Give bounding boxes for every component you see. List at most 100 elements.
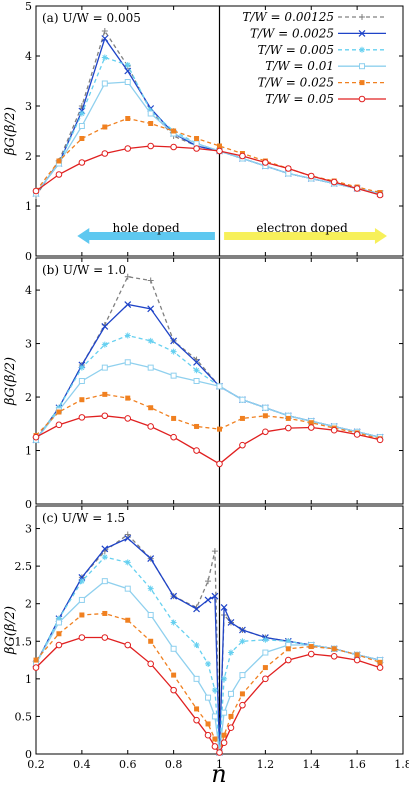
data-point <box>78 159 86 166</box>
data-point <box>239 672 246 679</box>
data-point <box>227 724 235 731</box>
data-point <box>220 739 228 747</box>
data-point <box>170 337 178 345</box>
data-point <box>101 150 109 157</box>
data-point <box>171 128 177 134</box>
data-point <box>193 716 200 724</box>
y-tick-label: 4 <box>25 284 32 297</box>
data-point <box>285 165 292 172</box>
data-point <box>170 372 177 379</box>
data-point <box>147 277 154 284</box>
panel-3: 0 0.5 1 1.5 2 2.5 3 0.2 0.4 0.6 0.8 1 1.2 1.4 1.6 1.8 βG… <box>3 505 409 771</box>
panel-label: (b) U/W = 1.0 <box>42 263 126 277</box>
data-point <box>78 364 85 371</box>
y-axis-label: βG(β/2) <box>3 357 18 406</box>
data-point <box>211 592 219 600</box>
y-tick-label: 2 <box>25 150 32 163</box>
y-tick-label: 2 <box>25 391 32 404</box>
data-point <box>55 619 62 626</box>
data-point <box>239 152 246 160</box>
data-point <box>211 687 218 694</box>
data-point <box>193 642 200 649</box>
y-tick-label: 5 <box>25 0 32 13</box>
series-line <box>35 361 381 441</box>
data-point <box>147 364 154 371</box>
data-point <box>239 638 246 645</box>
data-point <box>147 337 154 344</box>
data-point <box>124 145 132 152</box>
series-6 <box>32 142 384 199</box>
data-point <box>262 413 268 419</box>
series-line <box>35 393 381 440</box>
data-point <box>193 675 200 682</box>
data-point <box>193 145 200 152</box>
data-point <box>79 136 85 141</box>
electron-doped-arrow <box>224 228 387 244</box>
data-point <box>216 460 223 468</box>
y-tick-label: 1 <box>25 445 32 458</box>
legend-marker <box>359 80 365 86</box>
data-point <box>216 147 223 155</box>
legend-label: T/W = 0.025 <box>258 76 334 90</box>
data-point <box>194 136 200 141</box>
data-point <box>124 534 132 542</box>
data-point <box>147 110 154 117</box>
data-point <box>101 554 108 561</box>
electron-doped-label: electron doped <box>256 221 348 235</box>
y-tick-label: 0.5 <box>15 710 33 723</box>
data-point <box>78 596 85 603</box>
data-point <box>239 691 245 697</box>
data-point <box>124 332 131 339</box>
data-point <box>101 54 108 61</box>
series-line <box>35 415 381 465</box>
data-point <box>124 531 131 538</box>
data-point <box>102 610 108 616</box>
y-tick-label: 0 <box>25 748 32 761</box>
legend-marker <box>358 95 366 103</box>
series-6 <box>32 634 384 756</box>
panel-1: 0 1 2 3 4 5 βG(β/2) (a) U/W = 0.005 hole doped el… <box>3 0 404 263</box>
data-point <box>124 585 131 592</box>
data-point <box>124 415 132 422</box>
x-axis-label: n <box>211 760 226 788</box>
data-point <box>124 67 132 75</box>
series-line <box>35 303 381 441</box>
data-point <box>376 191 384 199</box>
data-point <box>217 143 222 149</box>
series-line <box>35 117 381 194</box>
data-point <box>124 273 131 280</box>
data-point <box>170 592 178 600</box>
data-point <box>239 701 246 709</box>
data-point <box>101 28 108 34</box>
data-point <box>147 611 154 618</box>
data-point <box>262 404 269 411</box>
x-tick-label: 1.4 <box>303 758 321 771</box>
data-point <box>32 433 40 441</box>
series-line <box>35 580 381 753</box>
y-tick-label: 1.5 <box>15 635 33 648</box>
data-point <box>32 664 40 671</box>
data-point <box>221 675 228 682</box>
y-tick-label: 0 <box>25 250 32 263</box>
data-point <box>170 433 177 441</box>
panel-label: (a) U/W = 0.005 <box>42 11 141 25</box>
legend: T/W = 0.00125 T/W = 0.0025 T/W = 0.005 T/W … <box>242 10 386 106</box>
legend-marker <box>359 63 365 70</box>
data-point <box>171 415 177 421</box>
data-point <box>205 578 212 585</box>
data-point <box>193 447 200 454</box>
data-point <box>101 323 109 330</box>
series-4 <box>33 578 384 756</box>
data-point <box>262 675 269 683</box>
data-point <box>220 604 228 611</box>
data-point <box>307 172 315 180</box>
y-tick-label: 3 <box>25 338 32 351</box>
data-point <box>56 158 62 164</box>
data-point <box>78 578 85 585</box>
y-tick-label: 4 <box>25 50 32 63</box>
data-point <box>55 641 63 649</box>
data-point <box>205 721 211 727</box>
data-point <box>262 159 269 166</box>
data-point <box>221 732 227 738</box>
data-point <box>78 414 86 421</box>
